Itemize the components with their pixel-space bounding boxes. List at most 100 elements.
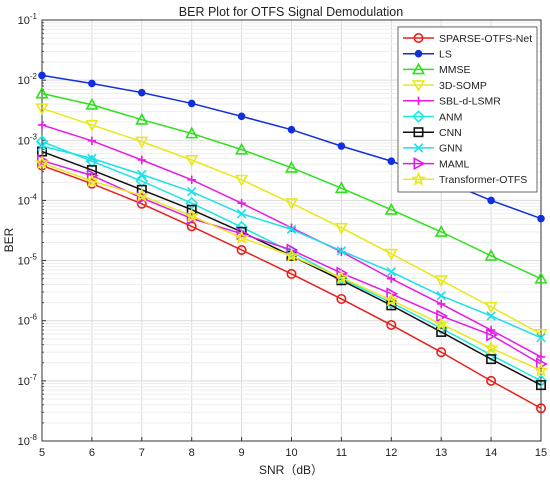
data-point [384, 202, 398, 215]
chart-legend: SPARSE-OTFS-Net LS MMSE 3D-SOMP SBL-d-LSMR AN… [397, 26, 538, 193]
legend-entry: MAML [403, 157, 469, 171]
data-point [87, 136, 97, 146]
plot-area-frame [41, 19, 542, 442]
data-point [336, 266, 349, 280]
y-tick-label: 10-5 [18, 253, 38, 268]
data-point [433, 316, 449, 331]
series-transformer-otfs [34, 154, 549, 377]
data-point [138, 88, 146, 97]
data-point [186, 204, 197, 215]
legend-label: ANM [439, 111, 462, 123]
y-tick-label: 10-8 [18, 433, 38, 448]
data-point [235, 174, 249, 187]
data-point [235, 142, 249, 155]
data-point [283, 247, 300, 263]
data-point [284, 160, 299, 173]
data-point [537, 214, 545, 223]
series-line [41, 162, 542, 371]
data-point [534, 271, 548, 284]
series-sbl-d-lsmr [37, 120, 546, 362]
data-point [486, 375, 497, 386]
y-tick-exponent: -2 [30, 72, 38, 81]
data-point [484, 301, 498, 314]
legend-marker [413, 157, 426, 171]
data-point [186, 186, 197, 197]
legend-label: SPARSE-OTFS-Net [439, 33, 532, 45]
data-point [187, 99, 196, 108]
x-tick-label: 10 [285, 447, 297, 459]
data-point [487, 196, 495, 205]
data-point [333, 269, 349, 285]
x-tick-label: 9 [239, 447, 245, 459]
data-point [34, 154, 50, 170]
legend-entry: CNN [403, 127, 462, 139]
data-point [484, 248, 498, 261]
data-point [187, 175, 196, 185]
data-point [287, 125, 296, 134]
data-point [86, 178, 97, 189]
data-point [334, 222, 348, 235]
data-point [184, 208, 200, 223]
data-point [336, 246, 347, 256]
data-point [535, 380, 546, 391]
y-tick-label: 10-6 [18, 313, 38, 328]
y-tick-exponent: -8 [30, 433, 38, 442]
x-tick-label: 6 [89, 447, 95, 459]
data-point [434, 225, 448, 237]
series-layer [34, 71, 549, 414]
x-tick-label: 8 [189, 447, 195, 459]
series-line [41, 107, 542, 335]
data-point [384, 248, 398, 261]
legend-marker [411, 80, 426, 92]
legend-entry: ANM [403, 110, 462, 123]
legend-label: 3D-SOMP [439, 80, 487, 92]
data-point [533, 362, 549, 377]
data-point [436, 347, 447, 358]
legend-marker [413, 127, 424, 138]
legend-marker [411, 62, 426, 75]
y-tick-exponent: -1 [30, 12, 38, 21]
data-point [437, 299, 446, 309]
chart-title: BER Plot for OTFS Signal Demodulation [179, 5, 403, 19]
x-axis-label: SNR（dB） [259, 463, 323, 477]
data-point [535, 403, 546, 414]
data-point [236, 209, 247, 219]
series-gnn [37, 141, 546, 343]
data-point [37, 120, 47, 130]
data-point [185, 155, 199, 167]
data-point [35, 103, 49, 116]
data-point [486, 328, 498, 342]
legend-label: GNN [439, 143, 462, 155]
data-point [434, 275, 448, 288]
x-tick-label: 7 [139, 447, 145, 459]
legend-marker [413, 143, 424, 153]
data-point [387, 274, 396, 283]
legend-marker [414, 96, 423, 105]
data-point [337, 142, 346, 150]
legend-marker [413, 32, 424, 43]
data-point [84, 173, 100, 188]
data-point [284, 198, 299, 211]
legend-label: MAML [439, 158, 469, 170]
y-tick-label: 10-3 [18, 132, 38, 147]
x-tick-label: 5 [39, 447, 45, 459]
y-tick-exponent: -3 [30, 132, 38, 141]
y-tick-label: 10-4 [18, 192, 38, 207]
data-point [85, 97, 99, 110]
data-point [336, 293, 347, 304]
data-point [286, 224, 297, 235]
data-point [334, 181, 348, 194]
axes-layer: 5 6 7 8 9 10 11 12 13 14 15 10-8 10-7 10-6 10-5 10-4 10-… [18, 12, 548, 459]
y-tick-exponent: -6 [30, 313, 38, 322]
y-axis-label: BER [2, 227, 16, 252]
data-point [135, 112, 149, 125]
legend-label: LS [439, 49, 452, 61]
y-tick-exponent: -5 [30, 253, 38, 262]
data-point [185, 126, 199, 139]
data-point [436, 326, 447, 337]
data-point [136, 184, 147, 195]
data-point [486, 354, 497, 365]
legend-marker [412, 110, 425, 123]
